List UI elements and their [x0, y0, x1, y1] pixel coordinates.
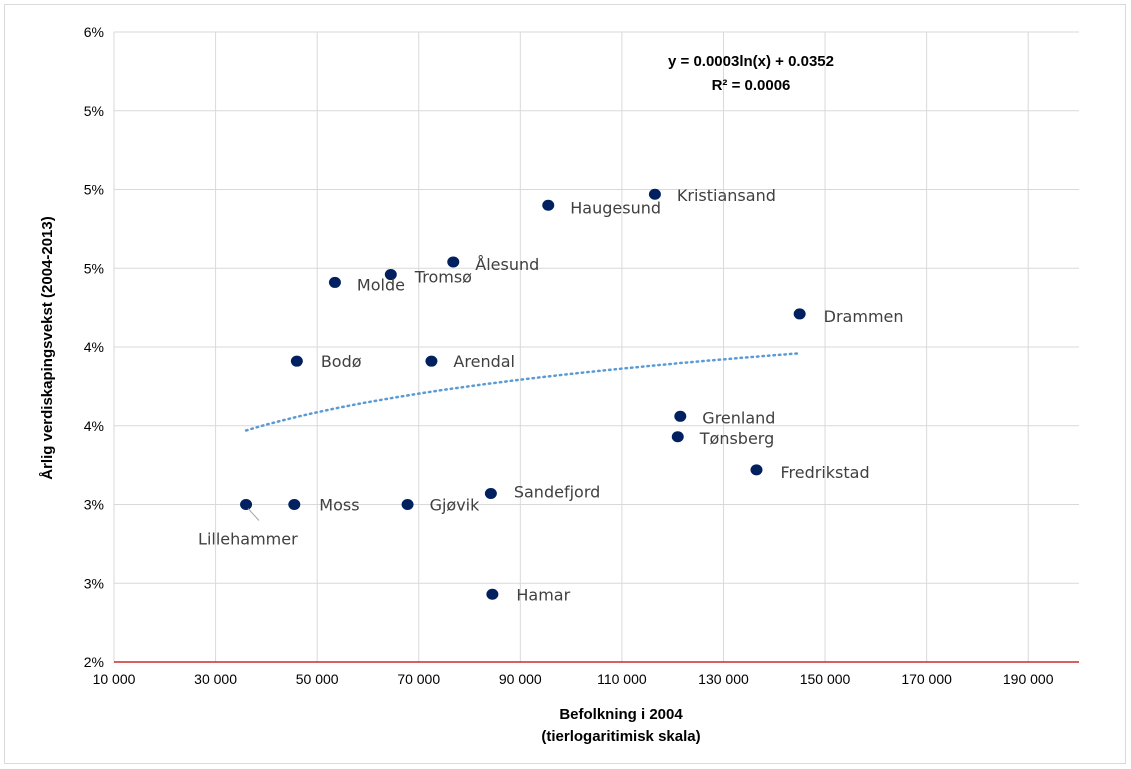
leader-line-lillehammer	[247, 508, 260, 521]
point-label-moss: Moss	[319, 496, 359, 515]
points-layer	[240, 188, 806, 600]
point-label-hamar: Hamar	[516, 585, 570, 604]
point-tromso	[384, 269, 397, 281]
point-label-sandefjord: Sandefjord	[514, 482, 600, 501]
point-sandefjord	[484, 487, 497, 499]
x-tick-label: 30 000	[194, 671, 237, 687]
point-label-haugesund: Haugesund	[570, 198, 661, 217]
point-label-lillehammer: Lillehammer	[198, 530, 298, 549]
point-haugesund	[542, 199, 555, 211]
x-tick-label: 10 000	[93, 671, 136, 687]
point-drammen	[793, 308, 806, 320]
trendline-equation: y = 0.0003ln(x) + 0.0352	[668, 53, 834, 70]
point-alesund	[447, 256, 460, 268]
y-tick-label: 5%	[84, 103, 104, 119]
point-label-alesund: Ålesund	[475, 255, 539, 274]
y-tick-label: 5%	[84, 260, 104, 276]
x-tick-label: 90 000	[499, 671, 542, 687]
y-tick-label: 4%	[84, 418, 104, 434]
trendline	[244, 352, 801, 432]
point-label-bodo: Bodø	[321, 352, 362, 371]
x-tick-label: 170 000	[901, 671, 952, 687]
point-label-grenland: Grenland	[702, 408, 775, 427]
chart-frame	[4, 4, 1126, 764]
x-tick-label: 130 000	[698, 671, 749, 687]
point-grenland	[674, 410, 687, 422]
y-axis-title: Årlig verdiskapingsvekst (2004-2013)	[39, 216, 56, 479]
x-axis-title: Befolkning i 2004	[559, 706, 683, 723]
point-label-gjovik: Gjøvik	[430, 496, 481, 515]
point-label-molde: Molde	[357, 275, 405, 294]
point-gjovik	[401, 499, 414, 510]
point-kristiansand	[648, 188, 661, 200]
x-tick-label: 110 000	[597, 671, 647, 687]
y-tick-label: 2%	[84, 654, 104, 670]
point-moss	[288, 499, 301, 510]
x-axis-subtitle: (tierlogaritimisk skala)	[541, 728, 700, 745]
y-tick-label: 3%	[84, 497, 104, 513]
point-molde	[328, 276, 341, 288]
x-tick-label: 70 000	[397, 671, 440, 687]
trendline-r-squared: R² = 0.0006	[712, 77, 791, 94]
point-label-tonsberg: Tønsberg	[699, 429, 775, 448]
point-label-arendal: Arendal	[453, 352, 515, 371]
point-tonsberg	[671, 431, 684, 443]
y-tick-label: 4%	[84, 339, 104, 355]
point-bodo	[290, 355, 303, 367]
point-fredrikstad	[750, 464, 763, 476]
tick-labels-layer: 2% 3% 3% 4% 4% 5% 5% 5% 6% 10 000 30 000 50 000 70 0…	[84, 24, 1054, 687]
point-hamar	[486, 588, 499, 600]
trendline-layer	[244, 352, 801, 432]
point-label-kristiansand: Kristiansand	[677, 186, 776, 205]
y-tick-label: 5%	[84, 182, 104, 198]
y-tick-label: 6%	[84, 24, 104, 40]
point-lillehammer	[240, 499, 253, 510]
point-label-tromso: Tromsø	[414, 268, 472, 287]
x-tick-label: 190 000	[1003, 671, 1054, 687]
x-tick-label: 150 000	[800, 671, 851, 687]
point-label-drammen: Drammen	[824, 307, 904, 326]
point-arendal	[425, 355, 438, 367]
y-tick-label: 3%	[84, 575, 104, 591]
x-tick-label: 50 000	[296, 671, 339, 687]
gridlines	[113, 31, 1079, 663]
point-label-fredrikstad: Fredrikstad	[780, 463, 869, 482]
point-labels-layer: Lillehammer Moss Bodø Molde Tromsø Gjøvik Aren…	[198, 186, 903, 604]
